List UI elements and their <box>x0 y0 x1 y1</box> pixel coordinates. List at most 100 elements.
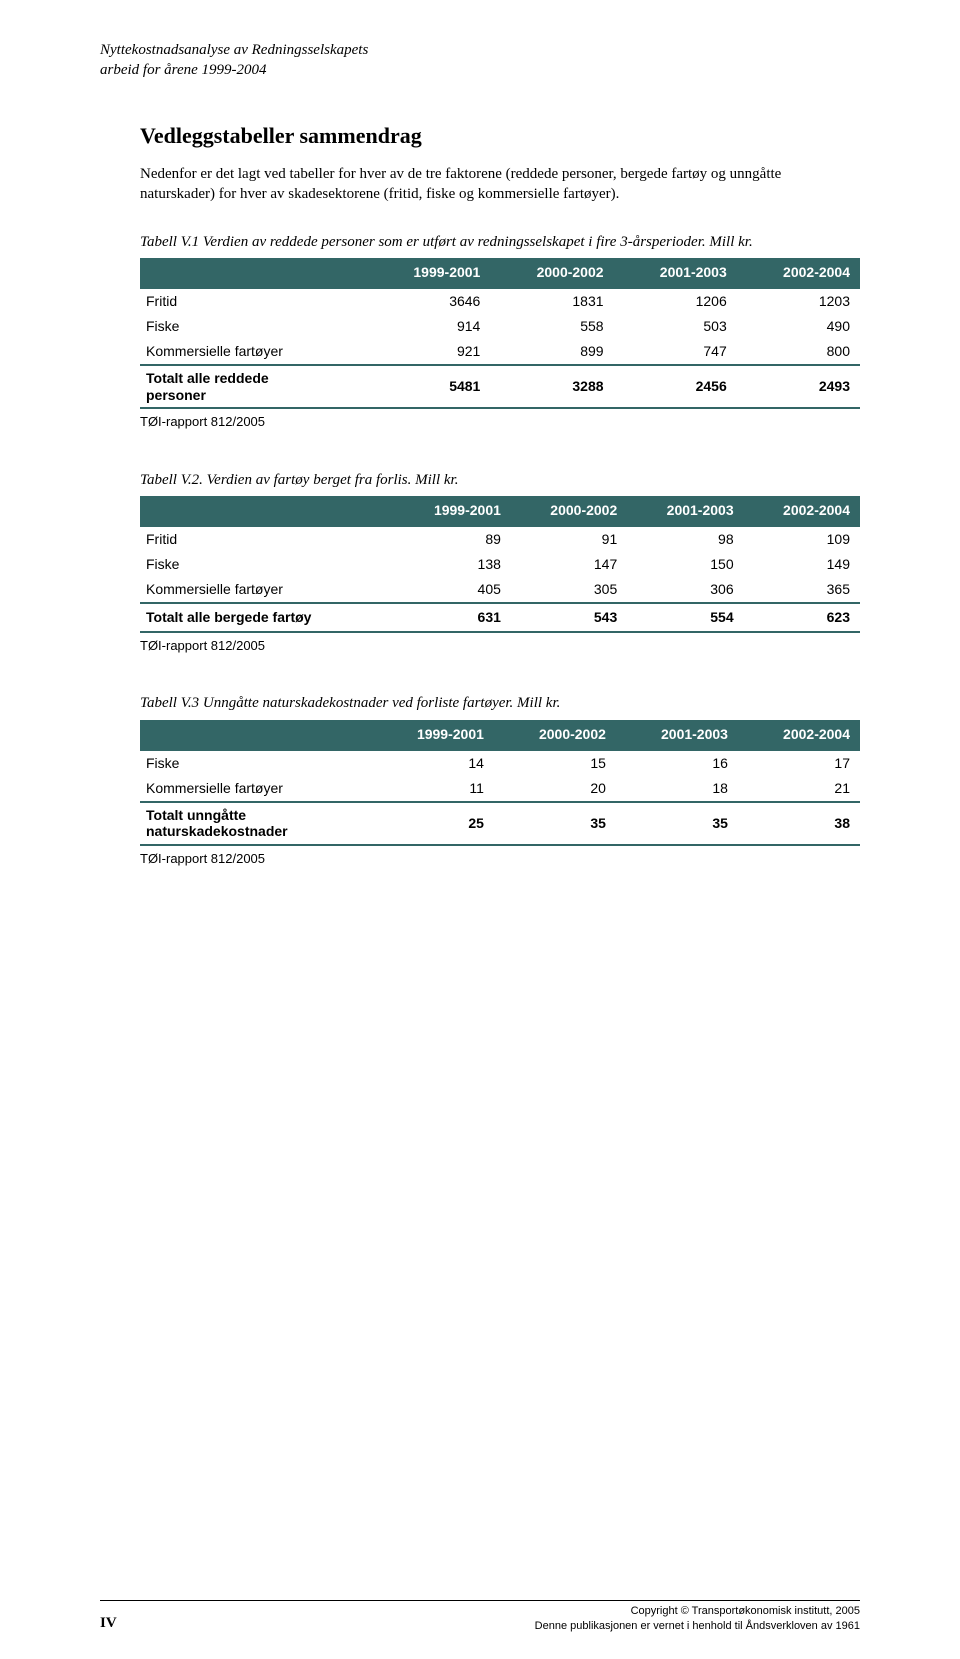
cell: 1203 <box>737 288 860 314</box>
cell: 17 <box>738 750 860 776</box>
table-row: Fritid 3646 1831 1206 1203 <box>140 288 860 314</box>
row-label: Kommersielle fartøyer <box>140 776 372 802</box>
cell: 914 <box>367 314 490 339</box>
copyright-line2: Denne publikasjonen er vernet i henhold … <box>535 1620 860 1632</box>
row-label: Kommersielle fartøyer <box>140 577 395 603</box>
table-v2-block: Tabell V.2. Verdien av fartøy berget fra… <box>140 471 860 655</box>
total-cell: 631 <box>395 603 511 632</box>
cell: 747 <box>614 339 737 365</box>
row-label: Fiske <box>140 552 395 577</box>
table-header-row: 1999-2001 2000-2002 2001-2003 2002-2004 <box>140 720 860 750</box>
table-v2-caption: Tabell V.2. Verdien av fartøy berget fra… <box>140 471 860 491</box>
page-number: IV <box>100 1613 117 1633</box>
col-period: 1999-2001 <box>372 720 494 750</box>
copyright-block: Copyright © Transportøkonomisk institutt… <box>535 1604 860 1633</box>
col-period: 1999-2001 <box>395 496 511 526</box>
cell: 109 <box>744 526 860 552</box>
col-blank <box>140 496 395 526</box>
table-v1-block: Tabell V.1 Verdien av reddede personer s… <box>140 233 860 431</box>
col-period: 2001-2003 <box>614 258 737 288</box>
table-header-row: 1999-2001 2000-2002 2001-2003 2002-2004 <box>140 258 860 288</box>
cell: 1831 <box>490 288 613 314</box>
cell: 89 <box>395 526 511 552</box>
total-cell: 5481 <box>367 365 490 409</box>
cell: 558 <box>490 314 613 339</box>
cell: 16 <box>616 750 738 776</box>
table-v2-note: TØI-rapport 812/2005 <box>140 637 860 655</box>
running-header-line2: arbeid for årene 1999-2004 <box>100 62 267 78</box>
row-label: Fritid <box>140 526 395 552</box>
total-label: Totalt alle bergede fartøy <box>140 603 395 632</box>
total-label: Totalt unngåttenaturskadekostnader <box>140 802 372 846</box>
table-v3-block: Tabell V.3 Unngåtte naturskadekostnader … <box>140 694 860 867</box>
cell: 11 <box>372 776 494 802</box>
cell: 306 <box>627 577 743 603</box>
running-header-line1: Nyttekostnadsanalyse av Redningsselskape… <box>100 42 368 58</box>
cell: 405 <box>395 577 511 603</box>
table-total-row: Totalt unngåttenaturskadekostnader 25 35… <box>140 802 860 846</box>
total-cell: 35 <box>494 802 616 846</box>
col-period: 2001-2003 <box>627 496 743 526</box>
col-period: 2002-2004 <box>738 720 860 750</box>
table-v3-caption: Tabell V.3 Unngåtte naturskadekostnader … <box>140 694 860 714</box>
cell: 1206 <box>614 288 737 314</box>
table-row: Fritid 89 91 98 109 <box>140 526 860 552</box>
total-cell: 2493 <box>737 365 860 409</box>
page-footer: IV Copyright © Transportøkonomisk instit… <box>100 1600 860 1633</box>
total-cell: 25 <box>372 802 494 846</box>
table-v3: 1999-2001 2000-2002 2001-2003 2002-2004 … <box>140 720 860 846</box>
table-v1-note: TØI-rapport 812/2005 <box>140 413 860 431</box>
table-v3-note: TØI-rapport 812/2005 <box>140 850 860 868</box>
cell: 98 <box>627 526 743 552</box>
total-cell: 543 <box>511 603 627 632</box>
col-period: 2000-2002 <box>494 720 616 750</box>
cell: 365 <box>744 577 860 603</box>
cell: 21 <box>738 776 860 802</box>
total-cell: 2456 <box>614 365 737 409</box>
section-title: Vedleggstabeller sammendrag <box>140 121 860 151</box>
table-row: Fiske 14 15 16 17 <box>140 750 860 776</box>
table-v2: 1999-2001 2000-2002 2001-2003 2002-2004 … <box>140 496 860 632</box>
col-period: 2001-2003 <box>616 720 738 750</box>
cell: 14 <box>372 750 494 776</box>
cell: 899 <box>490 339 613 365</box>
cell: 138 <box>395 552 511 577</box>
col-blank <box>140 258 367 288</box>
table-row: Kommersielle fartøyer 405 305 306 365 <box>140 577 860 603</box>
table-row: Fiske 914 558 503 490 <box>140 314 860 339</box>
copyright-line1: Copyright © Transportøkonomisk institutt… <box>631 1605 860 1617</box>
total-cell: 35 <box>616 802 738 846</box>
table-v1-caption: Tabell V.1 Verdien av reddede personer s… <box>140 233 860 253</box>
cell: 490 <box>737 314 860 339</box>
row-label: Fiske <box>140 750 372 776</box>
col-period: 2002-2004 <box>744 496 860 526</box>
cell: 15 <box>494 750 616 776</box>
row-label: Kommersielle fartøyer <box>140 339 367 365</box>
table-v1: 1999-2001 2000-2002 2001-2003 2002-2004 … <box>140 258 860 409</box>
cell: 150 <box>627 552 743 577</box>
total-cell: 38 <box>738 802 860 846</box>
total-label: Totalt alle reddedepersoner <box>140 365 367 409</box>
running-header: Nyttekostnadsanalyse av Redningsselskape… <box>100 40 860 81</box>
cell: 3646 <box>367 288 490 314</box>
col-period: 2000-2002 <box>490 258 613 288</box>
total-cell: 623 <box>744 603 860 632</box>
table-row: Fiske 138 147 150 149 <box>140 552 860 577</box>
cell: 921 <box>367 339 490 365</box>
table-header-row: 1999-2001 2000-2002 2001-2003 2002-2004 <box>140 496 860 526</box>
col-blank <box>140 720 372 750</box>
col-period: 1999-2001 <box>367 258 490 288</box>
cell: 305 <box>511 577 627 603</box>
row-label: Fiske <box>140 314 367 339</box>
cell: 18 <box>616 776 738 802</box>
row-label: Fritid <box>140 288 367 314</box>
table-row: Kommersielle fartøyer 11 20 18 21 <box>140 776 860 802</box>
table-total-row: Totalt alle reddedepersoner 5481 3288 24… <box>140 365 860 409</box>
col-period: 2000-2002 <box>511 496 627 526</box>
total-cell: 3288 <box>490 365 613 409</box>
col-period: 2002-2004 <box>737 258 860 288</box>
cell: 800 <box>737 339 860 365</box>
table-row: Kommersielle fartøyer 921 899 747 800 <box>140 339 860 365</box>
cell: 91 <box>511 526 627 552</box>
intro-paragraph: Nedenfor er det lagt ved tabeller for hv… <box>140 164 860 205</box>
